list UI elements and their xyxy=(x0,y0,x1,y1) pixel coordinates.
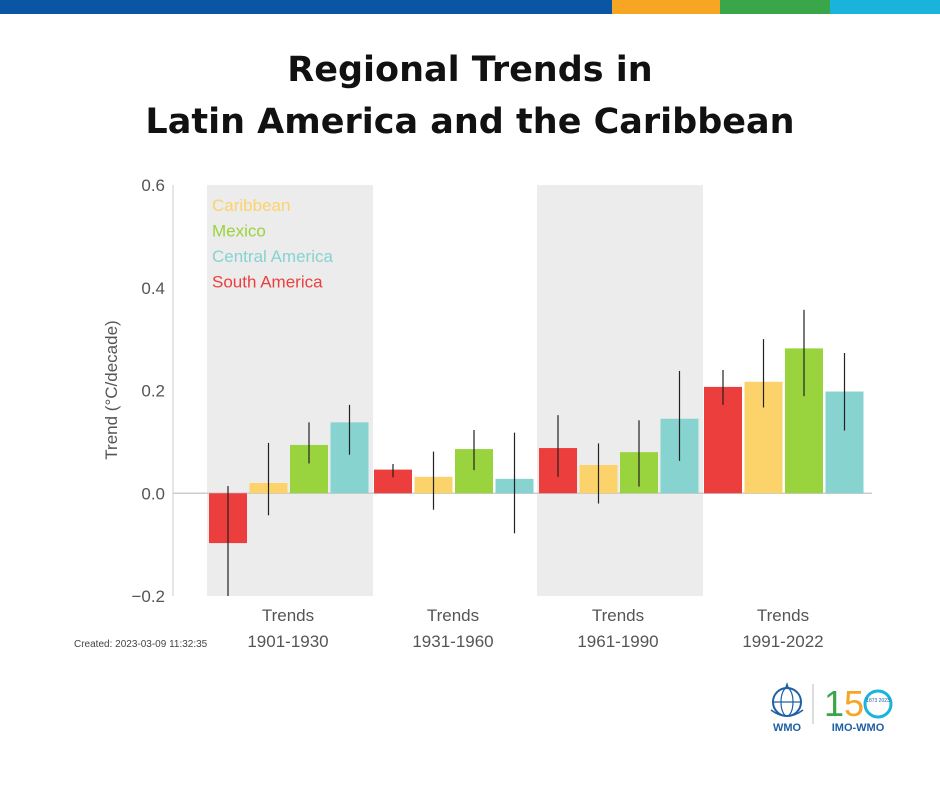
y-tick-label: 0.6 xyxy=(141,176,165,195)
wmo-emblem-logo: 1 5 1873 2023 xyxy=(770,682,893,732)
top-bar-green xyxy=(720,0,830,14)
svg-text:5: 5 xyxy=(844,683,864,724)
title-line-2: Latin America and the Caribbean xyxy=(145,102,795,142)
group-label-period: 1991-2022 xyxy=(742,632,823,651)
group-label-top: Trends xyxy=(592,606,644,625)
svg-text:1: 1 xyxy=(824,683,844,724)
wmo-globe-icon xyxy=(770,682,804,717)
bar xyxy=(374,469,412,494)
group-label-top: Trends xyxy=(262,606,314,625)
y-tick-label: 0.0 xyxy=(141,484,165,503)
y-tick-label: −0.2 xyxy=(131,587,165,606)
logo-area: 1 5 1873 2023 WMO IMO-WMO xyxy=(766,680,896,740)
y-axis-label: Trend (°C/decade) xyxy=(102,320,121,459)
anniversary-150-logo: 1 5 1873 2023 xyxy=(824,683,893,724)
top-bar-blue xyxy=(0,0,612,14)
y-tick-label: 0.2 xyxy=(141,382,165,401)
wmo-label: WMO xyxy=(772,722,802,734)
imo-wmo-label: IMO-WMO xyxy=(831,722,885,734)
legend-entry: Central America xyxy=(212,247,333,266)
page-title: Regional Trends in Latin America and the… xyxy=(0,44,940,148)
group-label-top: Trends xyxy=(427,606,479,625)
group-label-period: 1901-1930 xyxy=(247,632,328,651)
legend-entry: Mexico xyxy=(212,222,266,241)
group-label-top: Trends xyxy=(757,606,809,625)
legend-entry: Caribbean xyxy=(212,196,290,215)
top-bar-cyan xyxy=(830,0,940,14)
group-label-period: 1961-1990 xyxy=(577,632,658,651)
title-line-1: Regional Trends in xyxy=(287,50,653,90)
group-label-period: 1931-1960 xyxy=(412,632,493,651)
y-tick-label: 0.4 xyxy=(141,279,165,298)
top-color-bar xyxy=(0,0,940,14)
legend-entry: South America xyxy=(212,273,323,292)
top-bar-orange xyxy=(612,0,720,14)
anniversary-years: 1873 2023 xyxy=(866,698,890,704)
shaded-region-2 xyxy=(537,185,703,596)
created-timestamp: Created: 2023-03-09 11:32:35 xyxy=(74,639,208,650)
